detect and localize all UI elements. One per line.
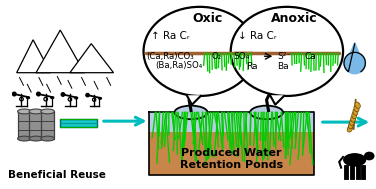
Text: Ca: Ca — [304, 52, 316, 61]
Ellipse shape — [29, 109, 43, 114]
Circle shape — [86, 93, 89, 97]
Text: (Ca,Ra)CO₃: (Ca,Ra)CO₃ — [146, 52, 194, 61]
Text: Anoxic: Anoxic — [271, 12, 318, 25]
Ellipse shape — [347, 126, 353, 132]
Text: Ba: Ba — [277, 62, 289, 71]
Ellipse shape — [350, 119, 355, 125]
Ellipse shape — [18, 109, 31, 114]
Ellipse shape — [41, 109, 55, 114]
Ellipse shape — [364, 152, 374, 160]
Text: O₂: O₂ — [211, 52, 221, 61]
Ellipse shape — [41, 136, 55, 141]
Polygon shape — [187, 96, 201, 105]
Text: (Ba,Ra)SO₄: (Ba,Ra)SO₄ — [155, 61, 202, 70]
Polygon shape — [349, 43, 361, 57]
Ellipse shape — [99, 98, 102, 99]
Ellipse shape — [343, 153, 366, 167]
Ellipse shape — [231, 7, 343, 96]
Polygon shape — [70, 44, 114, 73]
Circle shape — [36, 92, 40, 96]
Text: Ra: Ra — [246, 62, 258, 71]
Text: S²⁻: S²⁻ — [277, 52, 291, 61]
Text: ↑ Ra Cᵣ: ↑ Ra Cᵣ — [151, 31, 190, 41]
Ellipse shape — [353, 109, 358, 115]
Ellipse shape — [351, 115, 356, 122]
Ellipse shape — [75, 97, 77, 99]
Polygon shape — [270, 96, 284, 105]
Text: Beneficial Reuse: Beneficial Reuse — [8, 170, 106, 180]
Text: Produced Water: Produced Water — [182, 148, 282, 158]
Ellipse shape — [349, 122, 353, 129]
Text: Oxic: Oxic — [193, 12, 223, 25]
Ellipse shape — [250, 106, 283, 119]
Ellipse shape — [27, 97, 29, 98]
Ellipse shape — [51, 97, 54, 98]
Ellipse shape — [354, 105, 359, 112]
Polygon shape — [344, 52, 365, 74]
Ellipse shape — [355, 102, 360, 108]
Ellipse shape — [29, 136, 43, 141]
Bar — [149, 132, 314, 175]
Text: SO₄: SO₄ — [233, 52, 250, 61]
Bar — [41, 112, 55, 139]
Circle shape — [61, 93, 65, 96]
Ellipse shape — [174, 106, 208, 119]
Circle shape — [12, 92, 16, 96]
Bar — [60, 119, 97, 127]
Polygon shape — [344, 44, 365, 72]
Bar — [149, 112, 314, 132]
Text: Retention Ponds: Retention Ponds — [180, 160, 283, 170]
Ellipse shape — [144, 7, 256, 96]
Ellipse shape — [352, 112, 357, 119]
Polygon shape — [17, 40, 50, 73]
Bar — [29, 112, 43, 139]
Polygon shape — [36, 30, 85, 73]
Text: ↓ Ra Cᵣ: ↓ Ra Cᵣ — [238, 31, 277, 41]
Bar — [18, 112, 31, 139]
Ellipse shape — [18, 136, 31, 141]
